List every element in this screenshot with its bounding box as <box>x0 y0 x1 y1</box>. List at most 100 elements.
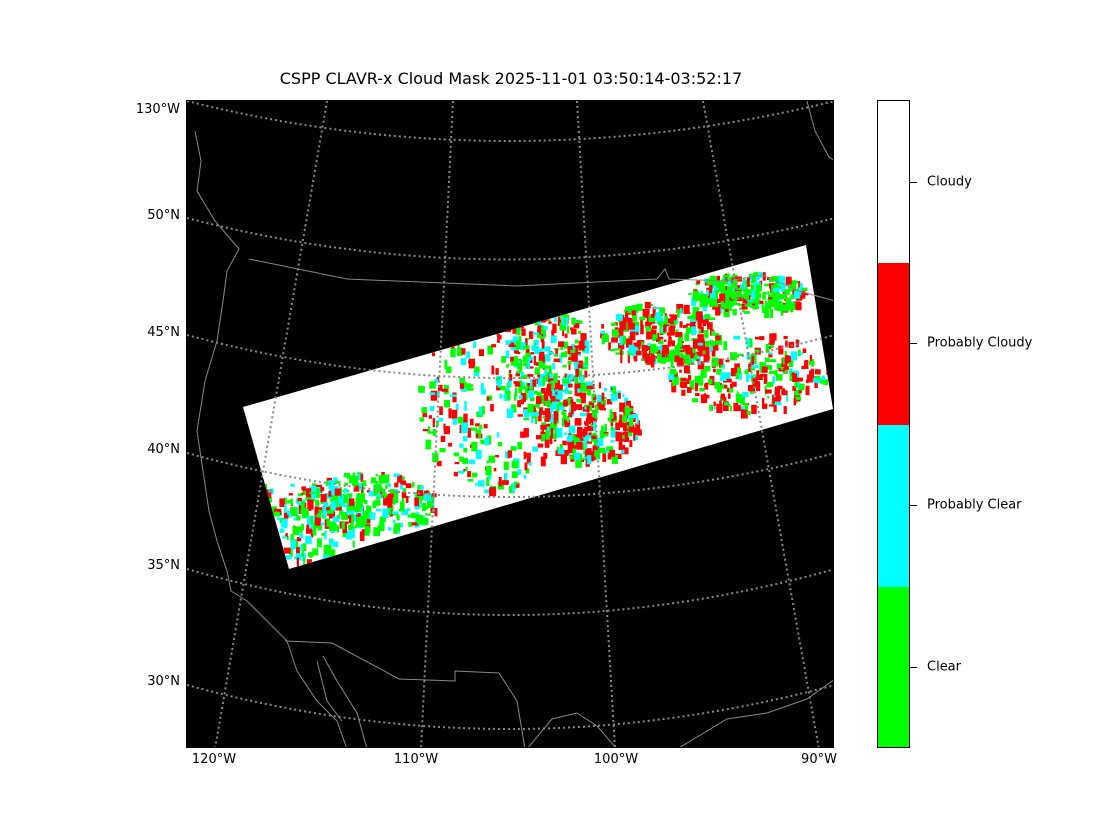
cloud-mask-pixel <box>467 427 471 438</box>
cloud-mask-pixel <box>785 276 792 285</box>
cloud-mask-pixel <box>799 283 803 290</box>
cloud-mask-pixel <box>653 307 661 310</box>
cloud-mask-pixel <box>332 495 337 501</box>
cloud-mask-pixel <box>563 319 566 324</box>
cloud-mask-pixel <box>301 500 305 508</box>
cloud-mask-pixel <box>551 306 557 317</box>
cloud-mask-pixel <box>314 506 320 516</box>
cloud-mask-pixel <box>624 407 630 416</box>
cloud-mask-pixel <box>774 401 782 406</box>
map-title: CSPP CLAVR-x Cloud Mask 2025-11-01 03:50… <box>279 69 743 88</box>
cloud-mask-pixel <box>269 513 273 524</box>
cloud-mask-pixel <box>576 392 583 397</box>
cloud-mask-pixel <box>382 508 389 519</box>
cloud-mask-pixel <box>550 335 557 343</box>
cloud-mask-pixel <box>633 342 638 347</box>
cloud-mask-pixel <box>731 282 735 287</box>
cloud-mask-pixel <box>427 431 434 434</box>
cloud-mask-pixel <box>279 498 285 507</box>
cloud-mask-pixel <box>309 491 316 495</box>
cloud-mask-pixel <box>683 325 688 329</box>
cloud-mask-pixel <box>534 346 540 355</box>
cloud-mask-pixel <box>487 314 490 320</box>
cloud-mask-pixel <box>591 417 596 425</box>
cloud-mask-pixel <box>684 304 690 314</box>
cloud-mask-pixel <box>675 332 683 338</box>
cloud-mask-pixel <box>537 443 544 448</box>
cloud-mask-pixel <box>481 328 484 332</box>
cloud-mask-pixel <box>570 350 576 353</box>
cloud-mask-pixel <box>330 521 336 525</box>
cloud-mask-pixel <box>669 368 677 375</box>
cloud-mask-pixel <box>501 356 506 363</box>
cloud-mask-pixel <box>694 354 698 361</box>
cloud-mask-pixel <box>640 324 644 335</box>
cloud-mask-pixel <box>745 284 748 290</box>
cloud-mask-pixel <box>269 558 275 563</box>
cloud-mask-pixel <box>554 315 557 323</box>
cloud-mask-pixel <box>707 322 713 330</box>
cloud-mask-pixel <box>510 446 517 451</box>
cloud-mask-pixel <box>459 383 464 389</box>
cloud-mask-pixel <box>440 435 446 442</box>
cloud-mask-pixel <box>760 362 767 370</box>
cloud-mask-pixel <box>460 358 467 365</box>
cloud-mask-pixel <box>641 341 644 349</box>
cloud-mask-pixel <box>267 529 272 537</box>
cloud-mask-pixel <box>263 483 267 490</box>
cloud-mask-pixel <box>704 330 709 338</box>
cloud-mask-pixel <box>676 319 679 323</box>
cloud-mask-pixel <box>602 433 609 437</box>
cloud-mask-pixel <box>540 424 547 430</box>
cloud-mask-pixel <box>486 460 489 464</box>
cloud-mask-pixel <box>698 293 706 301</box>
cloud-mask-pixel <box>562 440 567 446</box>
cloud-mask-pixel <box>584 426 588 433</box>
cloud-mask-pixel <box>546 365 550 369</box>
cloud-mask-pixel <box>446 366 452 374</box>
cloud-mask-pixel <box>537 411 542 422</box>
cloud-mask-pixel <box>805 385 810 396</box>
cloud-mask-pixel <box>302 543 307 551</box>
cloud-mask-pixel <box>557 314 562 317</box>
cloud-mask-pixel <box>355 505 359 511</box>
cloud-mask-pixel <box>704 382 709 390</box>
cloud-mask-pixel <box>657 353 662 363</box>
cloud-mask-pixel <box>548 306 551 315</box>
cloud-mask-pixel <box>639 316 646 321</box>
cloud-mask-pixel <box>681 389 686 396</box>
cloud-mask-pixel <box>709 404 714 411</box>
cloud-mask-pixel <box>407 514 412 518</box>
cloud-mask-pixel <box>533 339 539 346</box>
cloud-mask-pixel <box>768 299 773 307</box>
cloud-mask-pixel <box>588 401 595 408</box>
cloud-mask-pixel <box>520 374 528 380</box>
cloud-mask-pixel <box>640 319 643 327</box>
cloud-mask-pixel <box>439 406 443 415</box>
cloud-mask-pixel <box>720 393 726 400</box>
cloud-mask-pixel <box>567 325 570 334</box>
cloud-mask-pixel <box>351 514 354 523</box>
cloud-mask-pixel <box>627 354 630 364</box>
cloud-mask-pixel <box>648 327 654 331</box>
cloud-mask-pixel <box>782 294 787 299</box>
cloud-mask-pixel <box>676 304 683 313</box>
cloud-mask-pixel <box>549 403 557 410</box>
cloud-mask-pixel <box>746 373 750 383</box>
cloud-mask-pixel <box>253 534 257 542</box>
cloud-mask-pixel <box>533 355 537 365</box>
cloud-mask-pixel <box>298 493 303 497</box>
cloud-mask-pixel <box>245 529 253 534</box>
cloud-mask-pixel <box>685 327 692 334</box>
cloud-mask-pixel <box>582 435 590 443</box>
cloud-mask-pixel <box>490 313 497 319</box>
cloud-mask-pixel <box>634 321 640 326</box>
cloud-mask-pixel <box>751 404 757 414</box>
cloud-mask-pixel <box>631 347 638 356</box>
cloud-mask-pixel <box>709 300 713 307</box>
cloud-mask-pixel <box>771 284 774 294</box>
cloud-mask-pixel <box>758 293 762 298</box>
cloud-mask-pixel <box>741 303 748 310</box>
cloud-mask-pixel <box>489 487 497 497</box>
cloud-mask-pixel <box>584 370 588 378</box>
